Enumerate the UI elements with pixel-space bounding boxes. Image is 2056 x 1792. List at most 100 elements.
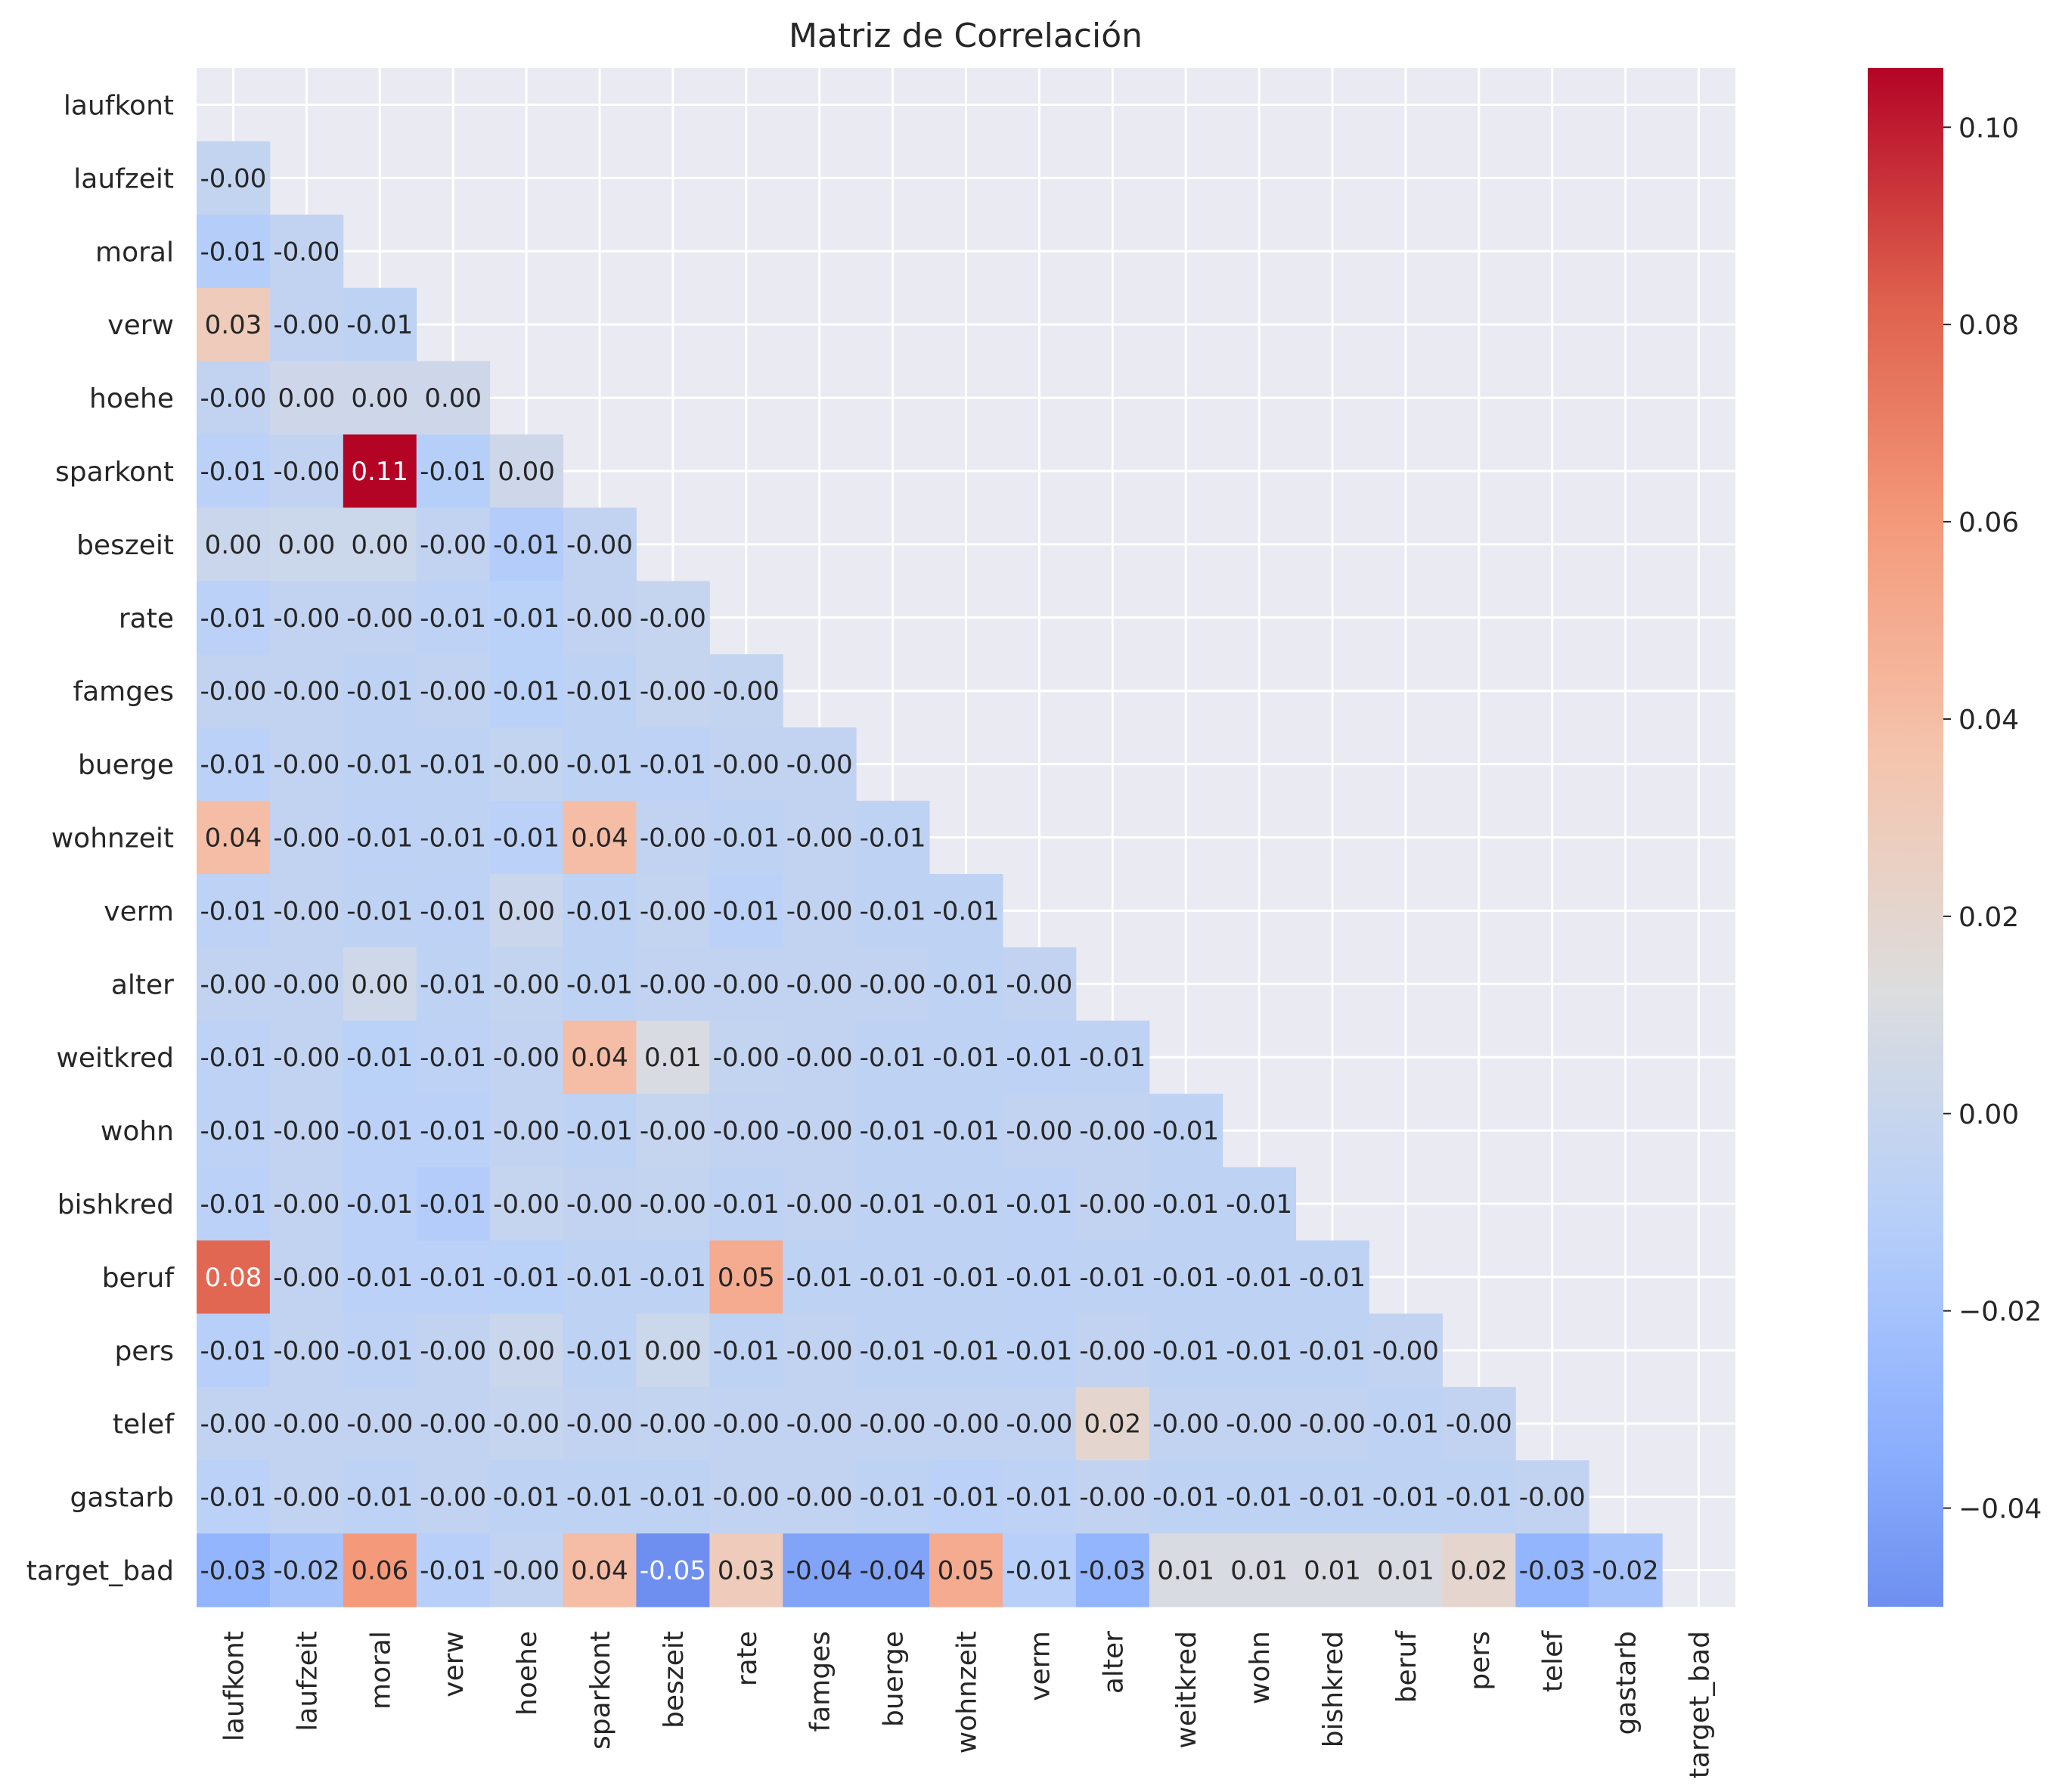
heatmap-cell-wohn-beszeit [636, 1093, 710, 1168]
heatmap-cell-beruf-famges [783, 1240, 857, 1314]
cell-label-beruf-famges: -0.01 [786, 1263, 853, 1293]
cell-label-famges-beszeit: -0.00 [640, 677, 706, 707]
heatmap-cell-telef-bishkred [1295, 1387, 1369, 1461]
cell-label-wohnzeit-laufzeit: -0.00 [273, 823, 340, 854]
cell-label-wohnzeit-verw: -0.01 [420, 823, 486, 854]
cell-label-gastarb-laufkont: -0.01 [200, 1483, 266, 1513]
cell-label-verm-buerge: -0.01 [860, 896, 926, 926]
heatmap-cell-gastarb-wohnzeit [929, 1460, 1003, 1534]
heatmap-cell-wohn-famges [783, 1093, 857, 1168]
heatmap-cell-verm-verw [416, 873, 491, 948]
heatmap-cell-famges-hoehe [489, 654, 564, 728]
cell-label-target_bad-hoehe: -0.00 [493, 1556, 560, 1586]
heatmap-cell-telef-hoehe [489, 1387, 564, 1461]
heatmap-cell-wohn-buerge [856, 1093, 930, 1168]
y-tick-wohn: wohn [101, 1116, 174, 1147]
cell-label-gastarb-alter: -0.00 [1079, 1483, 1146, 1513]
cell-label-telef-laufzeit: -0.00 [273, 1409, 340, 1440]
cell-label-buerge-beszeit: -0.01 [640, 750, 706, 780]
heatmap-cell-beszeit-verw [416, 507, 491, 581]
cell-label-verm-wohnzeit: -0.01 [933, 896, 1000, 926]
heatmap-cell-gastarb-sparkont [563, 1460, 637, 1534]
cell-label-weitkred-verw: -0.01 [420, 1043, 486, 1073]
cell-label-target_bad-gastarb: -0.02 [1592, 1556, 1659, 1586]
heatmap-cell-telef-beruf [1369, 1387, 1443, 1461]
heatmap-cell-rate-sparkont [563, 581, 637, 655]
cell-label-telef-beszeit: -0.00 [640, 1409, 706, 1440]
heatmap-cells [197, 141, 1663, 1608]
heatmap-cell-target_bad-moral [343, 1533, 417, 1608]
cell-label-telef-verw: -0.00 [420, 1409, 486, 1440]
heatmap-cell-gastarb-alter [1075, 1460, 1150, 1534]
cell-label-gastarb-wohnzeit: -0.01 [933, 1483, 1000, 1513]
heatmap-cell-weitkred-moral [343, 1020, 417, 1095]
heatmap-cell-weitkred-sparkont [563, 1020, 637, 1095]
cell-label-beruf-alter: -0.01 [1079, 1263, 1146, 1293]
heatmap-cell-buerge-verw [416, 727, 491, 801]
x-tick-bishkred: bishkred [1318, 1631, 1349, 1747]
cell-label-gastarb-wohn: -0.01 [1226, 1483, 1292, 1513]
heatmap-cell-buerge-laufkont [197, 727, 271, 801]
heatmap-cell-pers-hoehe [489, 1313, 564, 1387]
colorbar-tick-label: 0.10 [1958, 113, 2019, 144]
cell-label-pers-hoehe: 0.00 [498, 1336, 555, 1366]
cell-label-bishkred-wohnzeit: -0.01 [933, 1189, 1000, 1220]
x-tick-verm: verm [1025, 1631, 1056, 1701]
heatmap-cell-target_bad-verw [416, 1533, 491, 1608]
x-tick-verw: verw [439, 1631, 470, 1697]
cell-label-beszeit-moral: 0.00 [351, 530, 408, 560]
y-tick-laufzeit: laufzeit [73, 163, 174, 194]
heatmap-cell-telef-weitkred [1149, 1387, 1223, 1461]
cell-label-target_bad-beszeit: -0.05 [640, 1556, 706, 1586]
cell-label-rate-laufkont: -0.01 [200, 603, 266, 634]
y-tick-rate: rate [119, 603, 174, 634]
heatmap-cell-target_bad-gastarb [1589, 1533, 1663, 1608]
cell-label-verm-beszeit: -0.00 [640, 896, 706, 926]
heatmap-cell-beruf-moral [343, 1240, 417, 1314]
cell-label-bishkred-weitkred: -0.01 [1152, 1189, 1219, 1220]
heatmap-cell-gastarb-bishkred [1295, 1460, 1369, 1534]
cell-label-wohn-laufkont: -0.01 [200, 1116, 266, 1146]
heatmap-cell-telef-verw [416, 1387, 491, 1461]
heatmap-cell-gastarb-pers [1442, 1460, 1516, 1534]
cell-label-gastarb-pers: -0.01 [1446, 1483, 1512, 1513]
cell-label-wohn-buerge: -0.01 [860, 1116, 926, 1146]
y-tick-verm: verm [104, 896, 174, 927]
heatmap-cell-moral-laufzeit [269, 214, 344, 289]
heatmap-cell-telef-wohnzeit [929, 1387, 1003, 1461]
heatmap-cell-weitkred-famges [783, 1020, 857, 1095]
heatmap-cell-alter-wohnzeit [929, 947, 1003, 1022]
heatmap-cell-wohnzeit-laufkont [197, 801, 271, 875]
heatmap-cell-wohnzeit-laufzeit [269, 801, 344, 875]
heatmap-cell-target_bad-alter [1075, 1533, 1150, 1608]
y-tick-bishkred: bishkred [57, 1189, 174, 1220]
heatmap-cell-rate-laufkont [197, 581, 271, 655]
heatmap-cell-target_bad-wohnzeit [929, 1533, 1003, 1608]
heatmap-cell-alter-hoehe [489, 947, 564, 1022]
cell-label-buerge-famges: -0.00 [786, 750, 853, 780]
heatmap-cell-gastarb-verw [416, 1460, 491, 1534]
y-tick-telef: telef [113, 1409, 175, 1440]
cell-label-alter-laufzeit: -0.00 [273, 969, 340, 1000]
cell-label-beruf-laufkont: 0.08 [205, 1263, 262, 1293]
cell-label-beruf-rate: 0.05 [718, 1263, 775, 1293]
cell-label-rate-laufzeit: -0.00 [273, 603, 340, 634]
cell-label-rate-sparkont: -0.00 [566, 603, 633, 634]
heatmap-cell-pers-beruf [1369, 1313, 1443, 1387]
cell-label-wohnzeit-rate: -0.01 [713, 823, 780, 854]
cell-label-gastarb-beruf: -0.01 [1372, 1483, 1439, 1513]
cell-label-weitkred-beszeit: 0.01 [644, 1043, 702, 1073]
heatmap-cell-famges-laufzeit [269, 654, 344, 728]
heatmap-cell-alter-rate [709, 947, 783, 1022]
x-tick-buerge: buerge [879, 1631, 910, 1727]
heatmap-cell-alter-laufzeit [269, 947, 344, 1022]
heatmap-cell-bishkred-alter [1075, 1167, 1150, 1241]
cell-label-alter-laufkont: -0.00 [200, 969, 266, 1000]
cell-label-pers-rate: -0.01 [713, 1336, 780, 1366]
heatmap-cell-beszeit-moral [343, 507, 417, 581]
heatmap-cell-wohn-weitkred [1149, 1093, 1223, 1168]
heatmap-cell-rate-verw [416, 581, 491, 655]
cell-label-pers-alter: -0.00 [1079, 1336, 1146, 1366]
cell-label-sparkont-verw: -0.01 [420, 457, 486, 487]
heatmap-cell-famges-sparkont [563, 654, 637, 728]
